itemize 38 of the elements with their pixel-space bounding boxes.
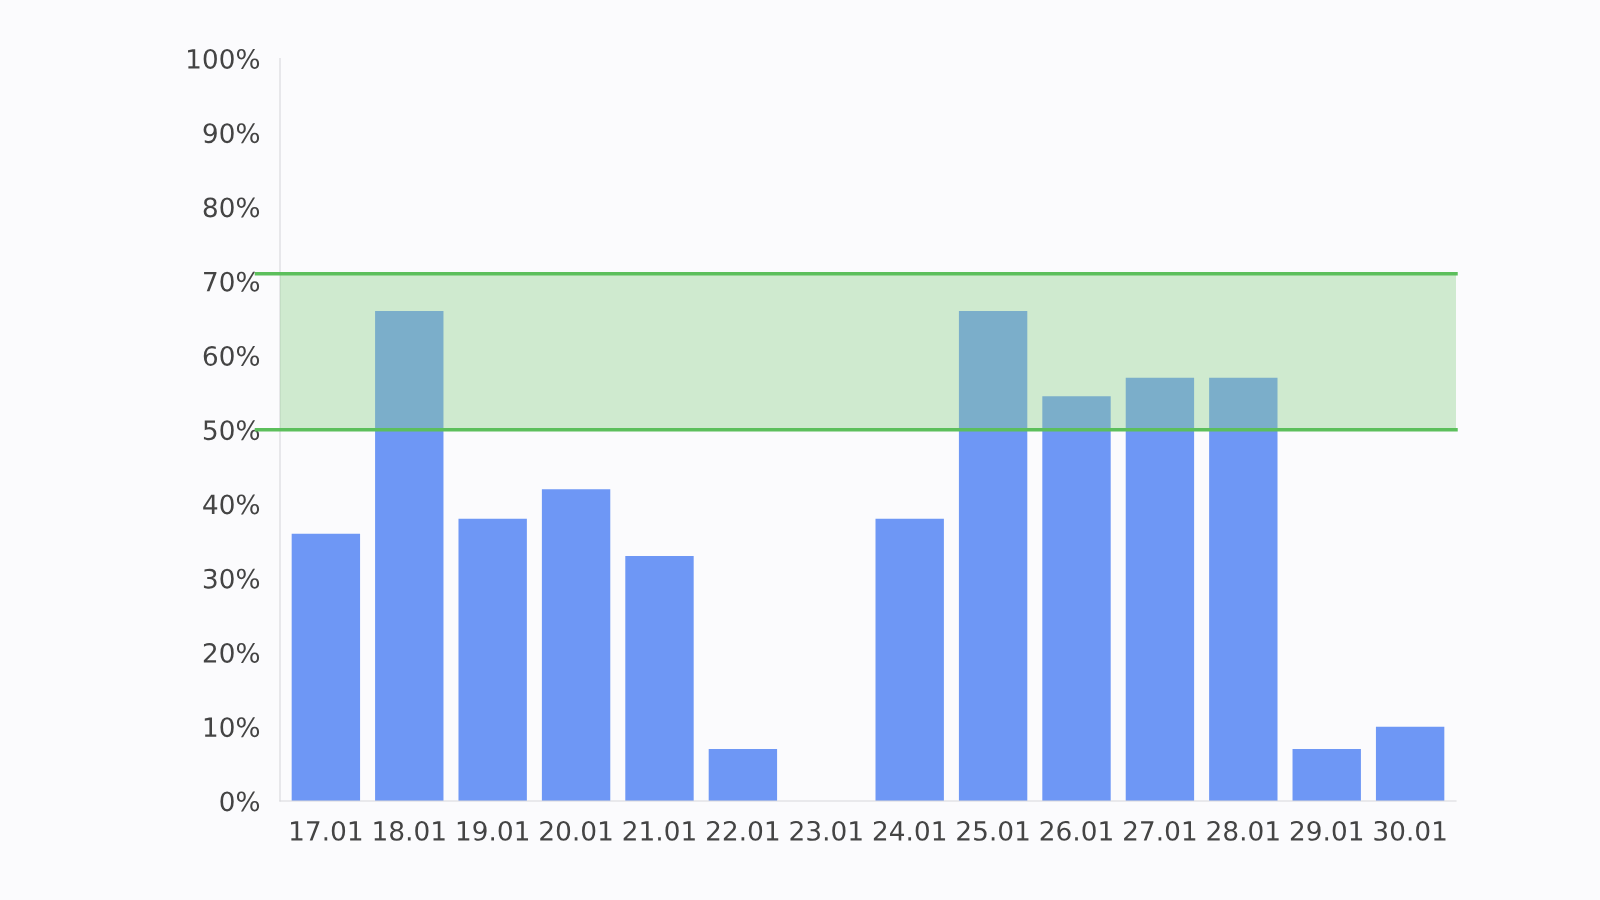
bar	[875, 518, 944, 801]
x-tick-label: 22.01	[707, 820, 779, 841]
x-tick-label: 19.01	[457, 820, 529, 841]
bar	[958, 310, 1028, 801]
y-tick-label: 50%	[203, 420, 260, 441]
x-tick-label: 28.01	[1207, 820, 1279, 841]
bar	[375, 310, 444, 801]
x-tick-label: 25.01	[957, 820, 1029, 841]
x-tick-label: 26.01	[1040, 820, 1112, 841]
bar	[541, 489, 611, 801]
x-tick-label: 23.01	[790, 820, 862, 841]
x-tick-label: 20.01	[540, 820, 612, 841]
y-tick-label: 0%	[220, 791, 260, 812]
x-tick-label: 18.01	[374, 820, 445, 841]
y-tick-label: 90%	[203, 123, 260, 144]
bar	[1209, 377, 1278, 801]
y-tick-label: 40%	[203, 494, 260, 515]
y-tick-label: 10%	[204, 717, 260, 738]
x-tick-label: 24.01	[873, 820, 946, 841]
x-tick-label: 17.01	[291, 820, 362, 841]
x-tick-label: 21.01	[623, 820, 695, 841]
y-tick-label: 20%	[203, 642, 260, 663]
y-tick-label: 30%	[203, 568, 260, 589]
bar	[1125, 377, 1195, 801]
bar	[1292, 749, 1361, 801]
bar	[1375, 726, 1445, 801]
bar	[1042, 396, 1111, 801]
bar	[291, 533, 361, 801]
x-tick-label: 30.01	[1374, 820, 1446, 841]
bar	[625, 555, 694, 801]
y-tick-label: 70%	[204, 271, 260, 292]
y-tick-label: 80%	[203, 197, 260, 218]
bar	[708, 749, 778, 801]
x-tick-label: 29.01	[1290, 820, 1363, 841]
bar	[458, 518, 527, 801]
y-tick-label: 60%	[203, 345, 260, 366]
x-tick-label: 27.01	[1124, 820, 1196, 841]
y-tick-label: 100%	[188, 48, 260, 69]
